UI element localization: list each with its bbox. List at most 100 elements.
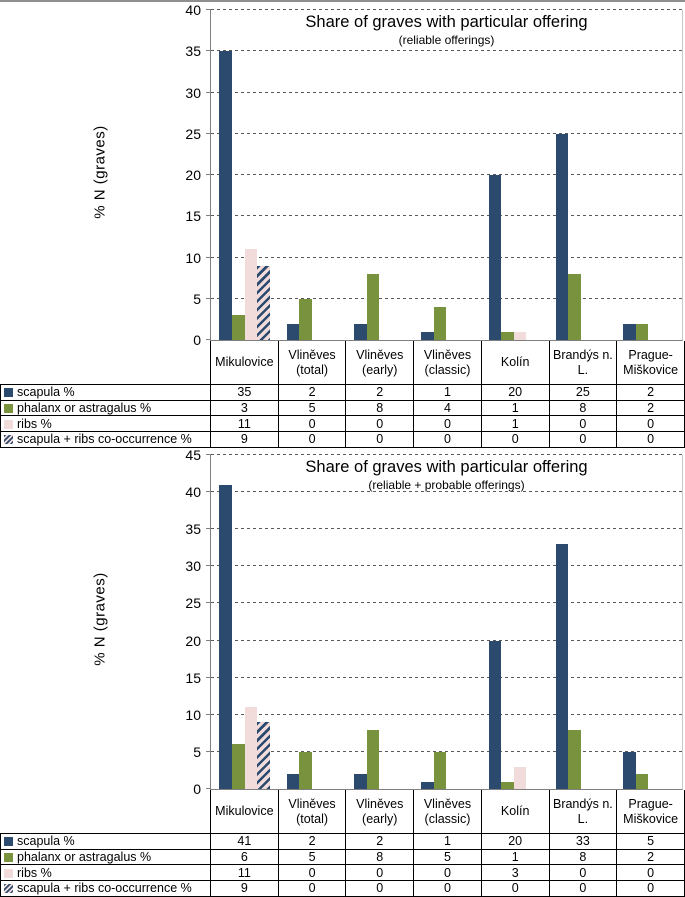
bar-phalanx (501, 331, 514, 340)
value-cell: 3 (210, 399, 279, 417)
value-cell: 5 (413, 848, 482, 866)
data-table-reliable-probable: Mikulovice Vliněves (total) Vliněves (earl… (0, 790, 685, 897)
value-cell: 1 (480, 399, 550, 417)
y-tick-label: 0 (193, 332, 201, 348)
chart-subtitle: (reliable + probable offerings) (368, 478, 525, 492)
corner-cell (0, 790, 211, 834)
y-tick-mark (206, 9, 211, 10)
bar-scapula (421, 781, 434, 789)
bar-scapula (354, 323, 367, 340)
gridline (211, 215, 682, 217)
gridline (211, 713, 682, 715)
y-tick-label: 35 (185, 43, 201, 60)
y-tick-mark (206, 639, 211, 641)
y-tick-label: 30 (185, 558, 201, 575)
series-row: phalanx or astragalus % 6 5 8 5 1 8 2 (0, 848, 685, 866)
bar-phalanx (433, 307, 447, 340)
category-header: Kolín (480, 341, 550, 385)
value-cell: 0 (345, 415, 415, 433)
y-tick-mark (206, 788, 211, 789)
legend-swatch-phalanx (4, 404, 13, 414)
table-body: scapula % 41 2 2 1 20 33 5 phalanx or astragalus… (0, 833, 685, 897)
y-tick-label: 20 (185, 632, 201, 649)
gridline (211, 91, 682, 93)
y-tick-mark (206, 454, 211, 455)
value-cell: 11 (210, 415, 279, 433)
category-header: Vliněves (early) (345, 341, 415, 385)
data-table-reliable: Mikulovice Vliněves (total) Vliněves (earl… (0, 341, 685, 448)
y-tick-mark (206, 297, 211, 299)
gridline (211, 565, 682, 567)
chart-subtitle: (reliable offerings) (398, 33, 495, 47)
y-tick-mark (206, 713, 211, 715)
y-tick-label: 15 (185, 208, 201, 225)
y-tick-label: 10 (185, 249, 201, 266)
y-tick-mark (206, 602, 211, 604)
category-header: Prague-Miškovice (616, 341, 685, 385)
chart-title: Share of graves with particular offering (305, 458, 588, 476)
gridline (211, 528, 682, 530)
table-header: Mikulovice Vliněves (total) Vliněves (earl… (0, 790, 685, 834)
y-tick-label: 45 (185, 447, 201, 463)
y-tick-label: 35 (185, 521, 201, 538)
category-header: Mikulovice (210, 341, 279, 385)
series-label-cell: scapula % (0, 384, 211, 401)
category-header: Mikulovice (210, 790, 279, 834)
y-tick-mark (206, 491, 211, 493)
bar-scapula (555, 544, 569, 789)
value-cell: 1 (413, 833, 482, 850)
value-cell: 20 (480, 833, 550, 850)
chart-title: Share of graves with particular offering (305, 13, 588, 31)
value-cell: 0 (345, 864, 415, 882)
bar-scapula (354, 774, 367, 789)
series-label-cell: scapula % (0, 833, 211, 850)
gridline (211, 9, 682, 10)
header-row: Mikulovice Vliněves (total) Vliněves (earl… (0, 341, 685, 385)
series-name: scapula + ribs co-occurrence % (17, 881, 192, 896)
legend-swatch-scapula_ribs (4, 435, 13, 445)
table-body: scapula % 35 2 2 1 20 25 2 phalanx or astragalus… (0, 384, 685, 448)
value-cell: 1 (480, 415, 550, 433)
category-header: Brandýs n. L. (548, 341, 618, 385)
bar-phalanx (299, 751, 312, 789)
gridline (211, 454, 682, 455)
value-cell: 0 (345, 431, 415, 448)
legend-swatch-ribs (4, 419, 13, 429)
value-cell: 0 (616, 431, 685, 448)
value-cell: 8 (345, 848, 415, 866)
value-cell: 5 (616, 833, 685, 850)
header-row: Mikulovice Vliněves (total) Vliněves (earl… (0, 790, 685, 834)
chart-reliable-offerings: % N (graves) Share of graves with partic… (0, 2, 685, 347)
series-row: scapula + ribs co-occurrence % 9 0 0 0 0 0 0 (0, 880, 685, 897)
legend-swatch-ribs (4, 868, 13, 878)
y-tick-mark (206, 339, 211, 340)
table-header: Mikulovice Vliněves (total) Vliněves (earl… (0, 341, 685, 385)
y-tick-label: 25 (185, 125, 201, 142)
value-cell: 5 (277, 848, 347, 866)
gridline (211, 297, 682, 299)
value-cell: 0 (480, 431, 550, 448)
category-header: Vliněves (classic) (413, 341, 482, 385)
bar-scapula (219, 484, 233, 789)
bar-ribs (513, 331, 527, 340)
series-row: ribs % 11 0 0 0 1 0 0 (0, 415, 685, 433)
y-tick-label: 25 (185, 595, 201, 612)
series-row: scapula + ribs co-occurrence % 9 0 0 0 0 0 0 (0, 431, 685, 448)
value-cell: 3 (480, 864, 550, 882)
legend-swatch-scapula (4, 837, 13, 847)
value-cell: 2 (277, 833, 347, 850)
value-cell: 35 (210, 384, 279, 401)
value-cell: 2 (616, 384, 685, 401)
y-tick-label: 10 (185, 706, 201, 723)
y-tick-mark (206, 528, 211, 530)
y-tick-label: 40 (185, 484, 201, 501)
bar-scapula (286, 774, 300, 789)
series-name: ribs % (17, 865, 52, 880)
value-cell: 1 (413, 384, 482, 401)
y-tick-label: 20 (185, 167, 201, 183)
series-name: scapula + ribs co-occurrence % (17, 432, 192, 447)
y-tick-mark (206, 676, 211, 678)
series-name: scapula % (17, 834, 75, 849)
y-tick-label: 5 (193, 290, 201, 307)
bar-scapula (555, 133, 569, 340)
